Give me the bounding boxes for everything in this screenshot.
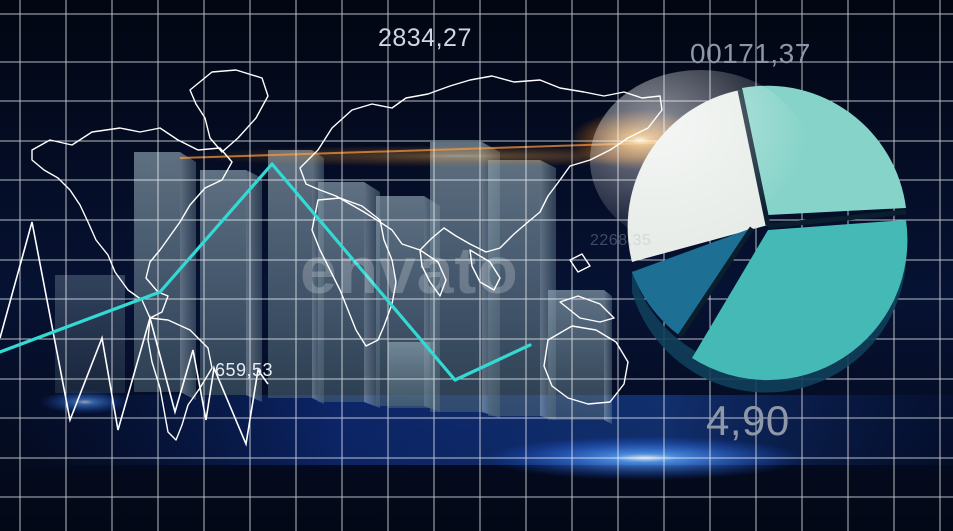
envato-watermark: envato <box>300 233 519 307</box>
pie-chart <box>590 70 908 393</box>
bar-10 <box>55 275 125 393</box>
map-south-america <box>147 317 213 441</box>
zigzag-waveform <box>0 221 269 447</box>
overlay-number-mid-left: 659,53 <box>215 360 274 380</box>
overlay-number-top-center: 2834,27 <box>378 24 472 52</box>
bar-chart <box>55 142 612 424</box>
map-islands <box>559 253 615 323</box>
overlay-number-bottom-right: 4,90 <box>706 397 790 444</box>
pie-highlight <box>590 70 810 250</box>
bar-6 <box>388 342 434 408</box>
map-africa <box>311 197 397 347</box>
teal-trend-line <box>0 162 532 382</box>
blue-lens-flare-small <box>40 390 130 414</box>
pie-slice-dark <box>632 228 752 336</box>
bar-9 <box>548 290 612 424</box>
bar-1 <box>134 152 196 400</box>
map-north-america <box>31 127 233 319</box>
map-india-asia-south <box>419 249 501 297</box>
overlay-number-top-right: 00171,37 <box>690 38 811 69</box>
pie-slice-teal <box>692 220 908 381</box>
map-australia <box>543 325 629 405</box>
overlay-number-faint: 2268,35 <box>590 232 652 249</box>
